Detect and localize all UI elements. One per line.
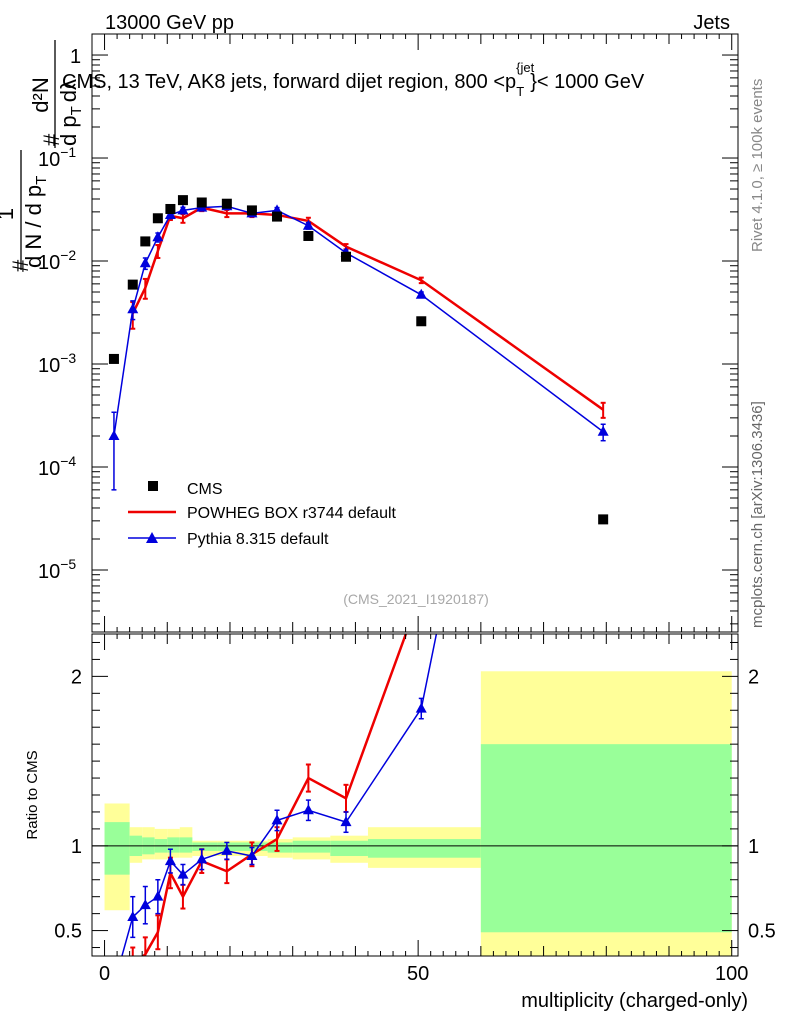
ratio-pythia-point (221, 844, 233, 855)
analysis-watermark: (CMS_2021_I1920187) (343, 591, 489, 607)
ylabel-den-sub: T (33, 176, 50, 185)
y-tick-label: 10−5 (38, 556, 76, 583)
pythia-line (113, 205, 604, 437)
ylabel-den: d N / d p (21, 185, 46, 268)
cms-point (341, 251, 352, 262)
x-tick-label: 0 (99, 963, 110, 985)
uncertainty-band-inner (330, 840, 368, 857)
ratio-y-tick-label: 2 (71, 666, 82, 688)
ratio-pythia-point (415, 702, 427, 713)
ylabel-num: 1 (0, 208, 18, 220)
cms-point (152, 213, 163, 224)
svg-text:d pTdλ: d pTdλ (56, 79, 85, 146)
uncertainty-band-inner (367, 839, 481, 858)
ylabel-frac-num: d²N (28, 77, 53, 112)
pythia-point (177, 204, 189, 215)
pythia-point (415, 288, 427, 299)
ratio-pythia-point (152, 890, 164, 901)
uncertainty-band-inner (192, 842, 218, 851)
cms-point (127, 279, 138, 290)
legend-pythia-marker (146, 532, 158, 543)
pythia-point (108, 429, 120, 440)
uncertainty-band-inner (217, 842, 243, 851)
uncertainty-band-inner (167, 837, 180, 853)
uncertainty-band-inner (480, 744, 732, 933)
legend: CMS POWHEG BOX r3744 default Pythia 8.31… (128, 481, 397, 548)
x-tick-label: 50 (407, 963, 429, 985)
ratio-pythia-point (246, 850, 258, 861)
ratio-pythia-point (164, 855, 176, 866)
svg-text:d N / d pT: d N / d pT (21, 176, 50, 268)
ylabel-frac-den: d p (56, 115, 81, 146)
mcplots-label: mcplots.cern.ch [arXiv:1306.3436] (749, 401, 766, 628)
ratio-y-tick-label: 0.5 (54, 921, 82, 943)
ratio-pythia-point (177, 868, 189, 879)
plot-title: CMS, 13 TeV, AK8 jets, forward dijet reg… (62, 60, 645, 99)
y-tick-label: 10−2 (38, 247, 76, 274)
pythia-point (139, 257, 151, 268)
ratio-y-tick-label-right: 0.5 (748, 921, 776, 943)
header-energy: 13000 GeV pp (105, 12, 234, 34)
cms-point (416, 316, 427, 327)
cms-point (177, 195, 188, 206)
cms-point (303, 230, 314, 241)
cms-point (246, 205, 257, 216)
ratio-pythia-point (139, 899, 151, 910)
rivet-label: Rivet 4.1.0, ≥ 100k events (749, 79, 766, 252)
cms-point (108, 353, 119, 364)
pythia-point (127, 303, 139, 314)
ratio-pythia-point (302, 804, 314, 815)
ylabel-frac-den-sub: T (68, 106, 85, 115)
ratio-y-tick-label-right: 1 (748, 836, 759, 858)
ylabel-frac-den-end: dλ (56, 79, 81, 102)
x-tick-label: 100 (715, 963, 748, 985)
cms-point (272, 211, 283, 222)
ratio-y-tick-label-right: 2 (748, 666, 759, 688)
y-tick-label: 1 (70, 46, 81, 68)
ratio-plot: 0.5 0.5 1 1 2 2 0 50 100 (54, 633, 776, 985)
uncertainty-band-inner (242, 842, 268, 851)
ratio-y-tick-label: 1 (71, 836, 82, 858)
uncertainty-band-inner (179, 837, 193, 853)
cms-point (598, 514, 609, 525)
ratio-ylabel: Ratio to CMS (24, 750, 41, 839)
ylabel-main: # (39, 133, 64, 146)
y-tick-label: 10−3 (38, 350, 76, 377)
ratio-pythia-point (196, 853, 208, 864)
ratio-pythia-point (271, 814, 283, 825)
legend-powheg-label: POWHEG BOX r3744 default (187, 505, 397, 522)
legend-cms-label: CMS (187, 481, 223, 498)
cms-point (221, 198, 232, 209)
legend-cms-marker (148, 481, 158, 491)
main-ylabel: # 1 d N / d pT # d²N d pTdλ (0, 40, 85, 272)
header-category: Jets (693, 12, 730, 34)
ratio-pythia-point (127, 911, 139, 922)
uncertainty-band-inner (104, 822, 130, 875)
uncertainty-band-inner (267, 842, 293, 853)
y-tick-label: 10−4 (38, 453, 76, 480)
uncertainty-band-inner (292, 840, 331, 853)
xlabel: multiplicity (charged-only) (521, 990, 748, 1012)
legend-pythia-label: Pythia 8.315 default (187, 531, 329, 548)
pythia-point (597, 425, 609, 436)
cms-point (140, 236, 151, 247)
pythia-point (302, 219, 314, 230)
pythia-point (152, 231, 164, 242)
ratio-pythia-point (340, 816, 352, 827)
main-plot: 10−5 10−4 10−3 10−2 10−1 1 (38, 33, 739, 633)
y-tick-label: 10−1 (38, 144, 76, 171)
cms-point (196, 197, 207, 208)
cms-point (165, 203, 176, 214)
